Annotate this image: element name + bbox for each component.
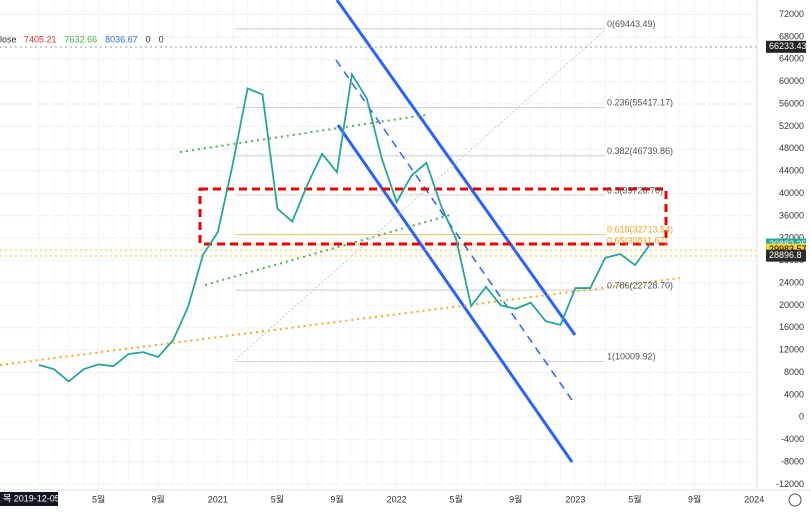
settings-button[interactable] (788, 493, 802, 507)
x-tick-label: 2023 (565, 494, 585, 504)
x-tick-label: 2021 (208, 494, 228, 504)
legend-value: 7405.21 (24, 34, 57, 44)
legend-value: 7632.66 (65, 34, 98, 44)
x-tick-label: 5월 (450, 493, 463, 504)
y-tick-label: -8000 (781, 456, 804, 466)
y-tick-label: 60000 (779, 76, 804, 86)
price-label: 29983.57 (769, 244, 807, 254)
y-tick-label: 48000 (779, 143, 804, 153)
y-tick-label: 24000 (779, 277, 804, 287)
y-tick-label: 56000 (779, 98, 804, 108)
x-tick-label: 9월 (152, 493, 165, 504)
legend-value: 8036.67 (105, 34, 138, 44)
x-tick-label: 9월 (509, 493, 522, 504)
y-tick-label: 12000 (779, 345, 804, 355)
x-tick-label: 9월 (688, 493, 701, 504)
y-tick-label: 52000 (779, 121, 804, 131)
y-tick-label: 16000 (779, 322, 804, 332)
cursor-date: 목 2019-12-05 (3, 493, 60, 503)
legend-label: lose (0, 34, 17, 44)
fib-label: 0(69443.49) (607, 19, 656, 29)
y-tick-label: 64000 (779, 54, 804, 64)
x-tick-label: 5월 (271, 493, 284, 504)
y-tick-label: 72000 (779, 9, 804, 19)
highlight-box (198, 187, 668, 246)
x-tick-label: 2024 (744, 494, 764, 504)
y-tick-label: 36000 (779, 210, 804, 220)
price-label: 28896.8 (769, 250, 802, 260)
fib-label: 0.382(46739.86) (607, 146, 673, 156)
fib-label: 0.236(55417.17) (607, 98, 673, 108)
legend: 7405.21 7632.66 8036.67 0 0 (24, 34, 164, 44)
x-tick-label: 9월 (330, 493, 343, 504)
price-label-box (766, 249, 806, 262)
y-tick-label: 40000 (779, 188, 804, 198)
fib-label: 1(10009.92) (607, 352, 656, 362)
y-tick-label: 68000 (779, 31, 804, 41)
price-label-box (766, 40, 806, 53)
x-tick-label: 5월 (628, 493, 641, 504)
legend-value: 0 (146, 34, 151, 44)
y-tick-label: 8000 (784, 367, 804, 377)
trend-line (0, 277, 681, 366)
y-tick-label: 4000 (784, 389, 804, 399)
fib-label: 0.65(30811.67) (607, 235, 667, 245)
fib-diagonal (234, 29, 606, 361)
y-tick-label: 20000 (779, 300, 804, 310)
y-tick-label: 0 (799, 412, 804, 422)
fib-label: 0.618(32713.54) (607, 225, 673, 235)
y-tick-label: 32000 (779, 233, 804, 243)
x-tick-label: 2022 (387, 494, 407, 504)
x-tick-label: 5월 (92, 493, 105, 504)
y-tick-label: -12000 (776, 479, 804, 489)
price-label: 66233.43 (769, 41, 807, 51)
channel-line (336, 124, 574, 463)
cursor-box (0, 492, 58, 506)
fib-label: 0.786(22728.70) (607, 281, 673, 291)
y-tick-label: -4000 (781, 434, 804, 444)
plot-area (0, 14, 757, 485)
legend-value: 0 (159, 34, 164, 44)
channel-line (335, 0, 577, 336)
trend-line (204, 214, 451, 286)
fib-label: 0.5(39726.70) (607, 185, 663, 195)
y-tick-label: 44000 (779, 166, 804, 176)
price-line (38, 71, 651, 383)
